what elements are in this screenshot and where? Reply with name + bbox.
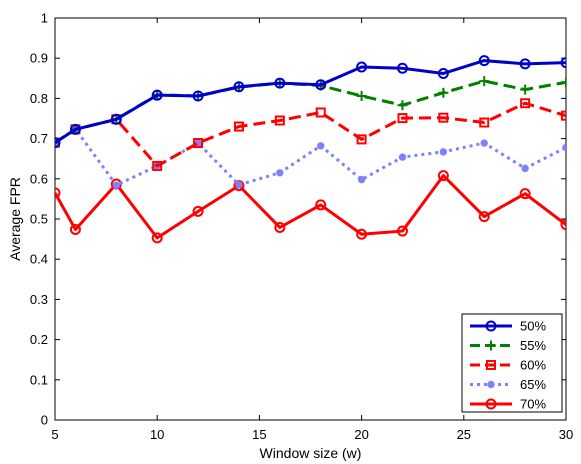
- data-point: [485, 320, 497, 332]
- data-point: [397, 100, 408, 111]
- x-tick-label: 20: [354, 427, 368, 442]
- data-point: [274, 77, 286, 89]
- data-point: [233, 121, 244, 132]
- x-tick-label: 30: [559, 427, 573, 442]
- data-point: [437, 67, 449, 79]
- data-point: [274, 115, 285, 126]
- data-point: [356, 90, 367, 101]
- data-point: [560, 57, 566, 69]
- y-tick-label: 0.1: [30, 372, 48, 387]
- data-point: [438, 87, 449, 98]
- series-group: [55, 55, 566, 244]
- data-point: [315, 79, 327, 91]
- data-point: [397, 113, 408, 124]
- data-point: [485, 398, 497, 410]
- x-tick-label: 5: [51, 427, 58, 442]
- series-line: [55, 174, 566, 240]
- x-tick-label: 10: [150, 427, 164, 442]
- data-point: [151, 89, 163, 101]
- y-tick-label: 0.8: [30, 91, 48, 106]
- data-point: [479, 117, 490, 128]
- data-point: [152, 160, 163, 171]
- data-point: [480, 139, 488, 147]
- data-point: [112, 181, 121, 189]
- data-point: [396, 62, 408, 74]
- data-point: [69, 123, 81, 135]
- y-tick-label: 0: [41, 413, 48, 428]
- legend-item: 50%: [470, 319, 546, 334]
- data-point: [478, 55, 490, 67]
- series-line: [55, 101, 566, 168]
- y-tick-label: 0.6: [30, 171, 48, 186]
- y-tick-label: 1: [41, 11, 48, 26]
- series-65pct: [55, 125, 566, 189]
- data-point: [235, 181, 243, 189]
- data-point: [520, 84, 531, 95]
- data-point: [274, 221, 286, 233]
- legend-label: 55%: [520, 338, 546, 353]
- y-tick-label: 0.5: [30, 212, 48, 227]
- legend-label: 50%: [520, 319, 546, 334]
- data-point: [479, 76, 490, 87]
- y-axis-label: Average FPR: [7, 177, 23, 261]
- y-tick-label: 0.9: [30, 51, 48, 66]
- data-point: [55, 137, 60, 148]
- data-point: [486, 360, 496, 370]
- series-line: [55, 59, 566, 144]
- series-50pct: [55, 55, 566, 149]
- data-point: [315, 107, 326, 118]
- y-tick-label: 0.7: [30, 131, 48, 146]
- data-point: [357, 175, 366, 184]
- data-point: [561, 77, 566, 88]
- y-tick-label: 0.2: [30, 332, 48, 347]
- data-point: [478, 211, 490, 223]
- data-point: [398, 153, 407, 161]
- data-point: [487, 380, 495, 389]
- legend-label: 65%: [520, 377, 546, 392]
- legend-item: 55%: [470, 338, 546, 353]
- x-axis-label: Window size (w): [260, 445, 362, 461]
- series-line: [55, 127, 566, 187]
- data-point: [193, 138, 204, 149]
- data-point: [562, 143, 566, 152]
- data-point: [521, 164, 529, 173]
- axis-ticks: 5 10 15 20 25 30 0 0.1 0.2 0.3 0.4 0.5 0.6 0.7 0.8 0.9 1: [30, 11, 573, 443]
- data-point: [396, 225, 408, 237]
- y-tick-label: 0.4: [30, 252, 48, 267]
- data-point: [520, 98, 531, 109]
- data-point: [437, 170, 449, 182]
- data-point: [519, 58, 531, 70]
- data-point: [69, 223, 81, 235]
- data-point: [356, 228, 368, 240]
- y-tick-label: 0.3: [30, 292, 48, 307]
- data-point: [561, 110, 566, 121]
- legend-label: 60%: [520, 358, 546, 373]
- legend-item: 60%: [470, 358, 546, 373]
- data-point: [315, 199, 327, 211]
- x-tick-label: 15: [252, 427, 266, 442]
- data-point: [560, 219, 566, 231]
- legend-item: 70%: [470, 397, 546, 412]
- data-point: [486, 340, 496, 351]
- data-point: [317, 142, 325, 150]
- data-point: [192, 205, 204, 217]
- data-point: [151, 232, 163, 244]
- data-point: [356, 61, 368, 73]
- data-point: [110, 113, 122, 125]
- data-point: [233, 81, 245, 93]
- data-point: [356, 134, 367, 145]
- x-tick-label: 25: [457, 427, 471, 442]
- data-point: [439, 148, 448, 156]
- data-point: [276, 169, 284, 177]
- data-point: [192, 90, 204, 102]
- legend-item: 65%: [470, 377, 546, 392]
- legend: 50% 55% 60% 65% 70%: [461, 313, 563, 413]
- legend-box: [461, 313, 563, 413]
- legend-label: 70%: [520, 397, 546, 412]
- data-point: [519, 188, 531, 200]
- data-point: [438, 112, 449, 123]
- data-point: [55, 187, 61, 199]
- data-point: [55, 137, 61, 149]
